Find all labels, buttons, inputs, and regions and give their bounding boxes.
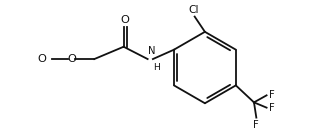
Text: Cl: Cl [189,5,199,15]
Text: F: F [269,103,275,113]
Text: O: O [67,54,76,64]
Text: F: F [269,90,275,100]
Text: O: O [37,54,46,64]
Text: N: N [148,46,156,56]
Text: F: F [253,120,259,130]
Text: O: O [121,15,129,25]
Text: H: H [153,63,160,72]
